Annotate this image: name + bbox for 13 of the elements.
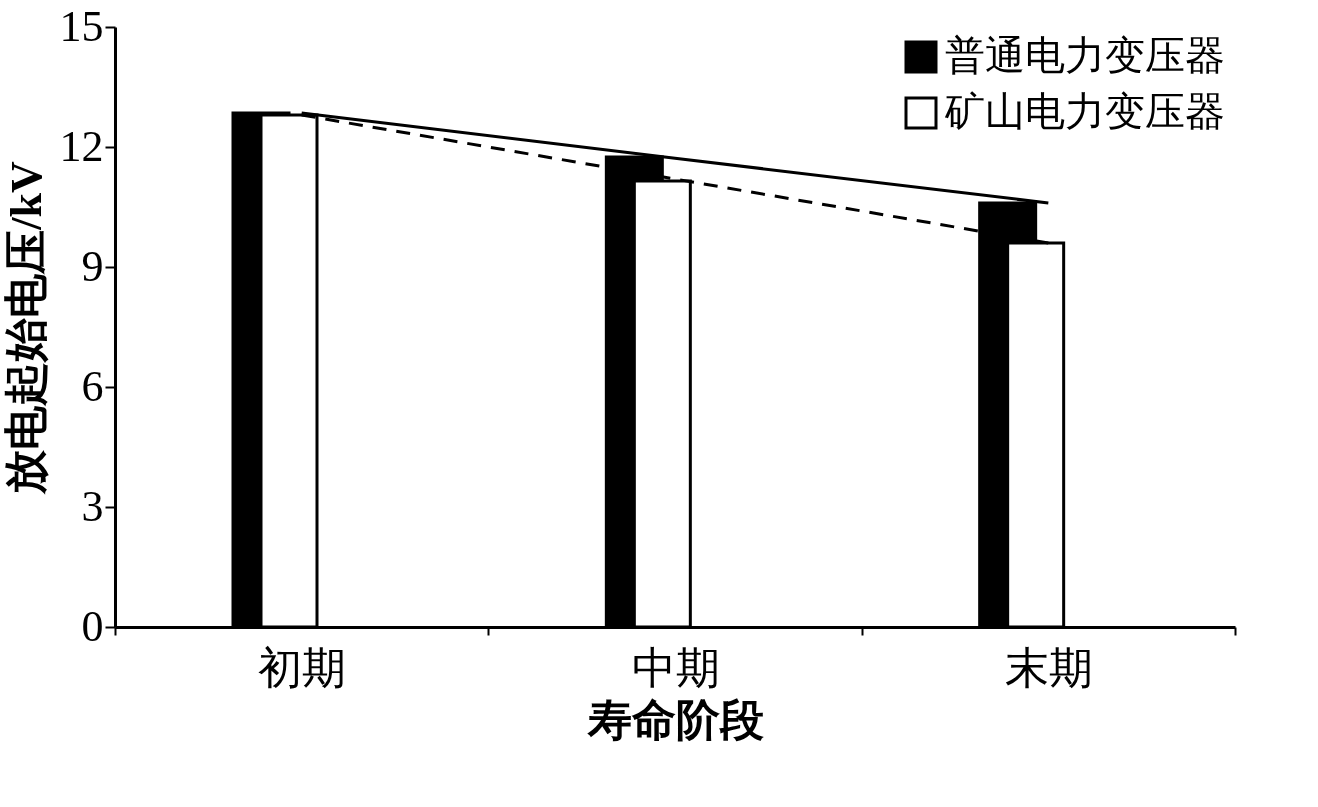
y-tick-label: 6 bbox=[81, 361, 104, 411]
y-tick-label: 12 bbox=[59, 121, 104, 171]
x-axis-title: 寿命阶段 bbox=[586, 695, 764, 745]
y-tick-label: 3 bbox=[81, 481, 104, 531]
x-tick-label: 中期 bbox=[631, 643, 720, 693]
y-tick-label: 0 bbox=[81, 601, 104, 651]
y-tick-label: 15 bbox=[59, 1, 104, 51]
x-tick-label: 初期 bbox=[258, 643, 347, 693]
legend-label: 普通电力变压器 bbox=[945, 33, 1225, 78]
y-axis-title: 放电起始电压/kV bbox=[1, 161, 51, 495]
legend-label: 矿山电力变压器 bbox=[944, 89, 1225, 134]
x-tick-label: 末期 bbox=[1004, 643, 1093, 693]
y-tick-label: 9 bbox=[81, 241, 104, 291]
